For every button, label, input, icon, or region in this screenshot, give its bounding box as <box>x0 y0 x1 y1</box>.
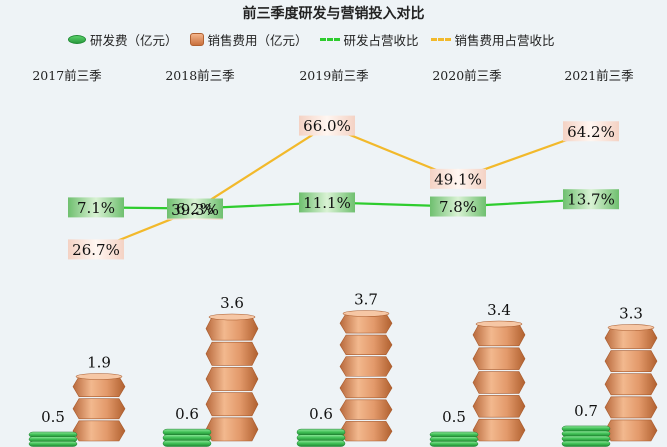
legend-item-rd-ratio: 研发占营收比 <box>319 30 419 49</box>
legend-label-rd: 研发费（亿元） <box>90 33 178 48</box>
legend-swatch-rd-ratio-icon <box>319 38 340 41</box>
data-label-rd-ratio: 7.1% <box>77 199 115 217</box>
data-label-sales: 1.9 <box>87 354 111 372</box>
bar-rd <box>296 428 346 447</box>
line-sales-ratio <box>95 124 592 251</box>
point-sales-ratio <box>299 115 355 136</box>
category-label: 2018前三季 <box>165 68 235 83</box>
point-sales-ratio <box>430 168 486 189</box>
data-label-rd-ratio: 7.8% <box>439 198 477 216</box>
chart-title: 前三季度研发与营销投入对比 <box>242 6 425 22</box>
legend-item-sales: 销售费用（亿元） <box>189 30 308 49</box>
category-label: 2019前三季 <box>299 68 369 83</box>
bar-sales <box>339 310 393 442</box>
data-label-sales-ratio: 49.1% <box>434 170 482 188</box>
data-label-rd: 0.6 <box>175 405 199 423</box>
point-rd-ratio <box>563 189 619 210</box>
point-rd-ratio <box>430 196 486 217</box>
point-rd-ratio <box>167 198 223 219</box>
legend-item-rd: 研发费（亿元） <box>68 30 178 49</box>
bar-sales <box>72 373 126 442</box>
point-rd-ratio <box>68 197 124 218</box>
data-label-rd: 0.6 <box>309 405 333 423</box>
data-label-sales: 3.7 <box>354 291 378 309</box>
category-label: 2017前三季 <box>32 68 102 83</box>
data-label-sales-ratio: 66.0% <box>303 117 351 135</box>
category-label: 2021前三季 <box>564 68 634 83</box>
data-label-sales-ratio: 26.7% <box>72 241 120 259</box>
bar-rd <box>561 425 611 447</box>
bar-rd <box>28 431 78 447</box>
legend-swatch-sales-ratio-icon <box>430 38 451 41</box>
bar-sales <box>604 324 658 442</box>
legend-label-rd-ratio: 研发占营收比 <box>343 33 419 48</box>
bar-rd <box>162 428 212 447</box>
data-label-sales-ratio: 39.3% <box>171 201 219 219</box>
data-label-rd-ratio: 13.7% <box>567 191 615 209</box>
legend-item-sales-ratio: 销售费用占营收比 <box>430 30 555 49</box>
data-label-sales: 3.3 <box>619 305 643 323</box>
data-label-sales: 3.4 <box>487 301 511 319</box>
point-sales-ratio <box>563 121 619 142</box>
point-rd-ratio <box>299 192 355 213</box>
bar-sales <box>472 320 526 442</box>
category-label: 2020前三季 <box>432 68 502 83</box>
data-label-sales: 3.6 <box>220 294 244 312</box>
legend-label-sales: 销售费用（亿元） <box>207 33 308 48</box>
data-label-rd-ratio: 6.2% <box>176 200 214 218</box>
legend-swatch-rd-icon <box>68 35 86 44</box>
legend-swatch-sales-icon <box>189 33 204 46</box>
data-label-rd: 0.7 <box>574 402 598 420</box>
data-label-rd-ratio: 11.1% <box>303 194 351 212</box>
legend-label-sales-ratio: 销售费用占营收比 <box>454 33 555 48</box>
point-sales-ratio <box>68 239 124 260</box>
bar-rd <box>429 431 479 447</box>
data-label-sales-ratio: 64.2% <box>567 123 615 141</box>
data-label-rd: 0.5 <box>442 408 466 426</box>
bar-sales <box>205 313 259 442</box>
legend: 研发费（亿元） 销售费用（亿元） 研发占营收比 销售费用占营收比 <box>68 30 567 49</box>
data-label-rd: 0.5 <box>41 408 65 426</box>
